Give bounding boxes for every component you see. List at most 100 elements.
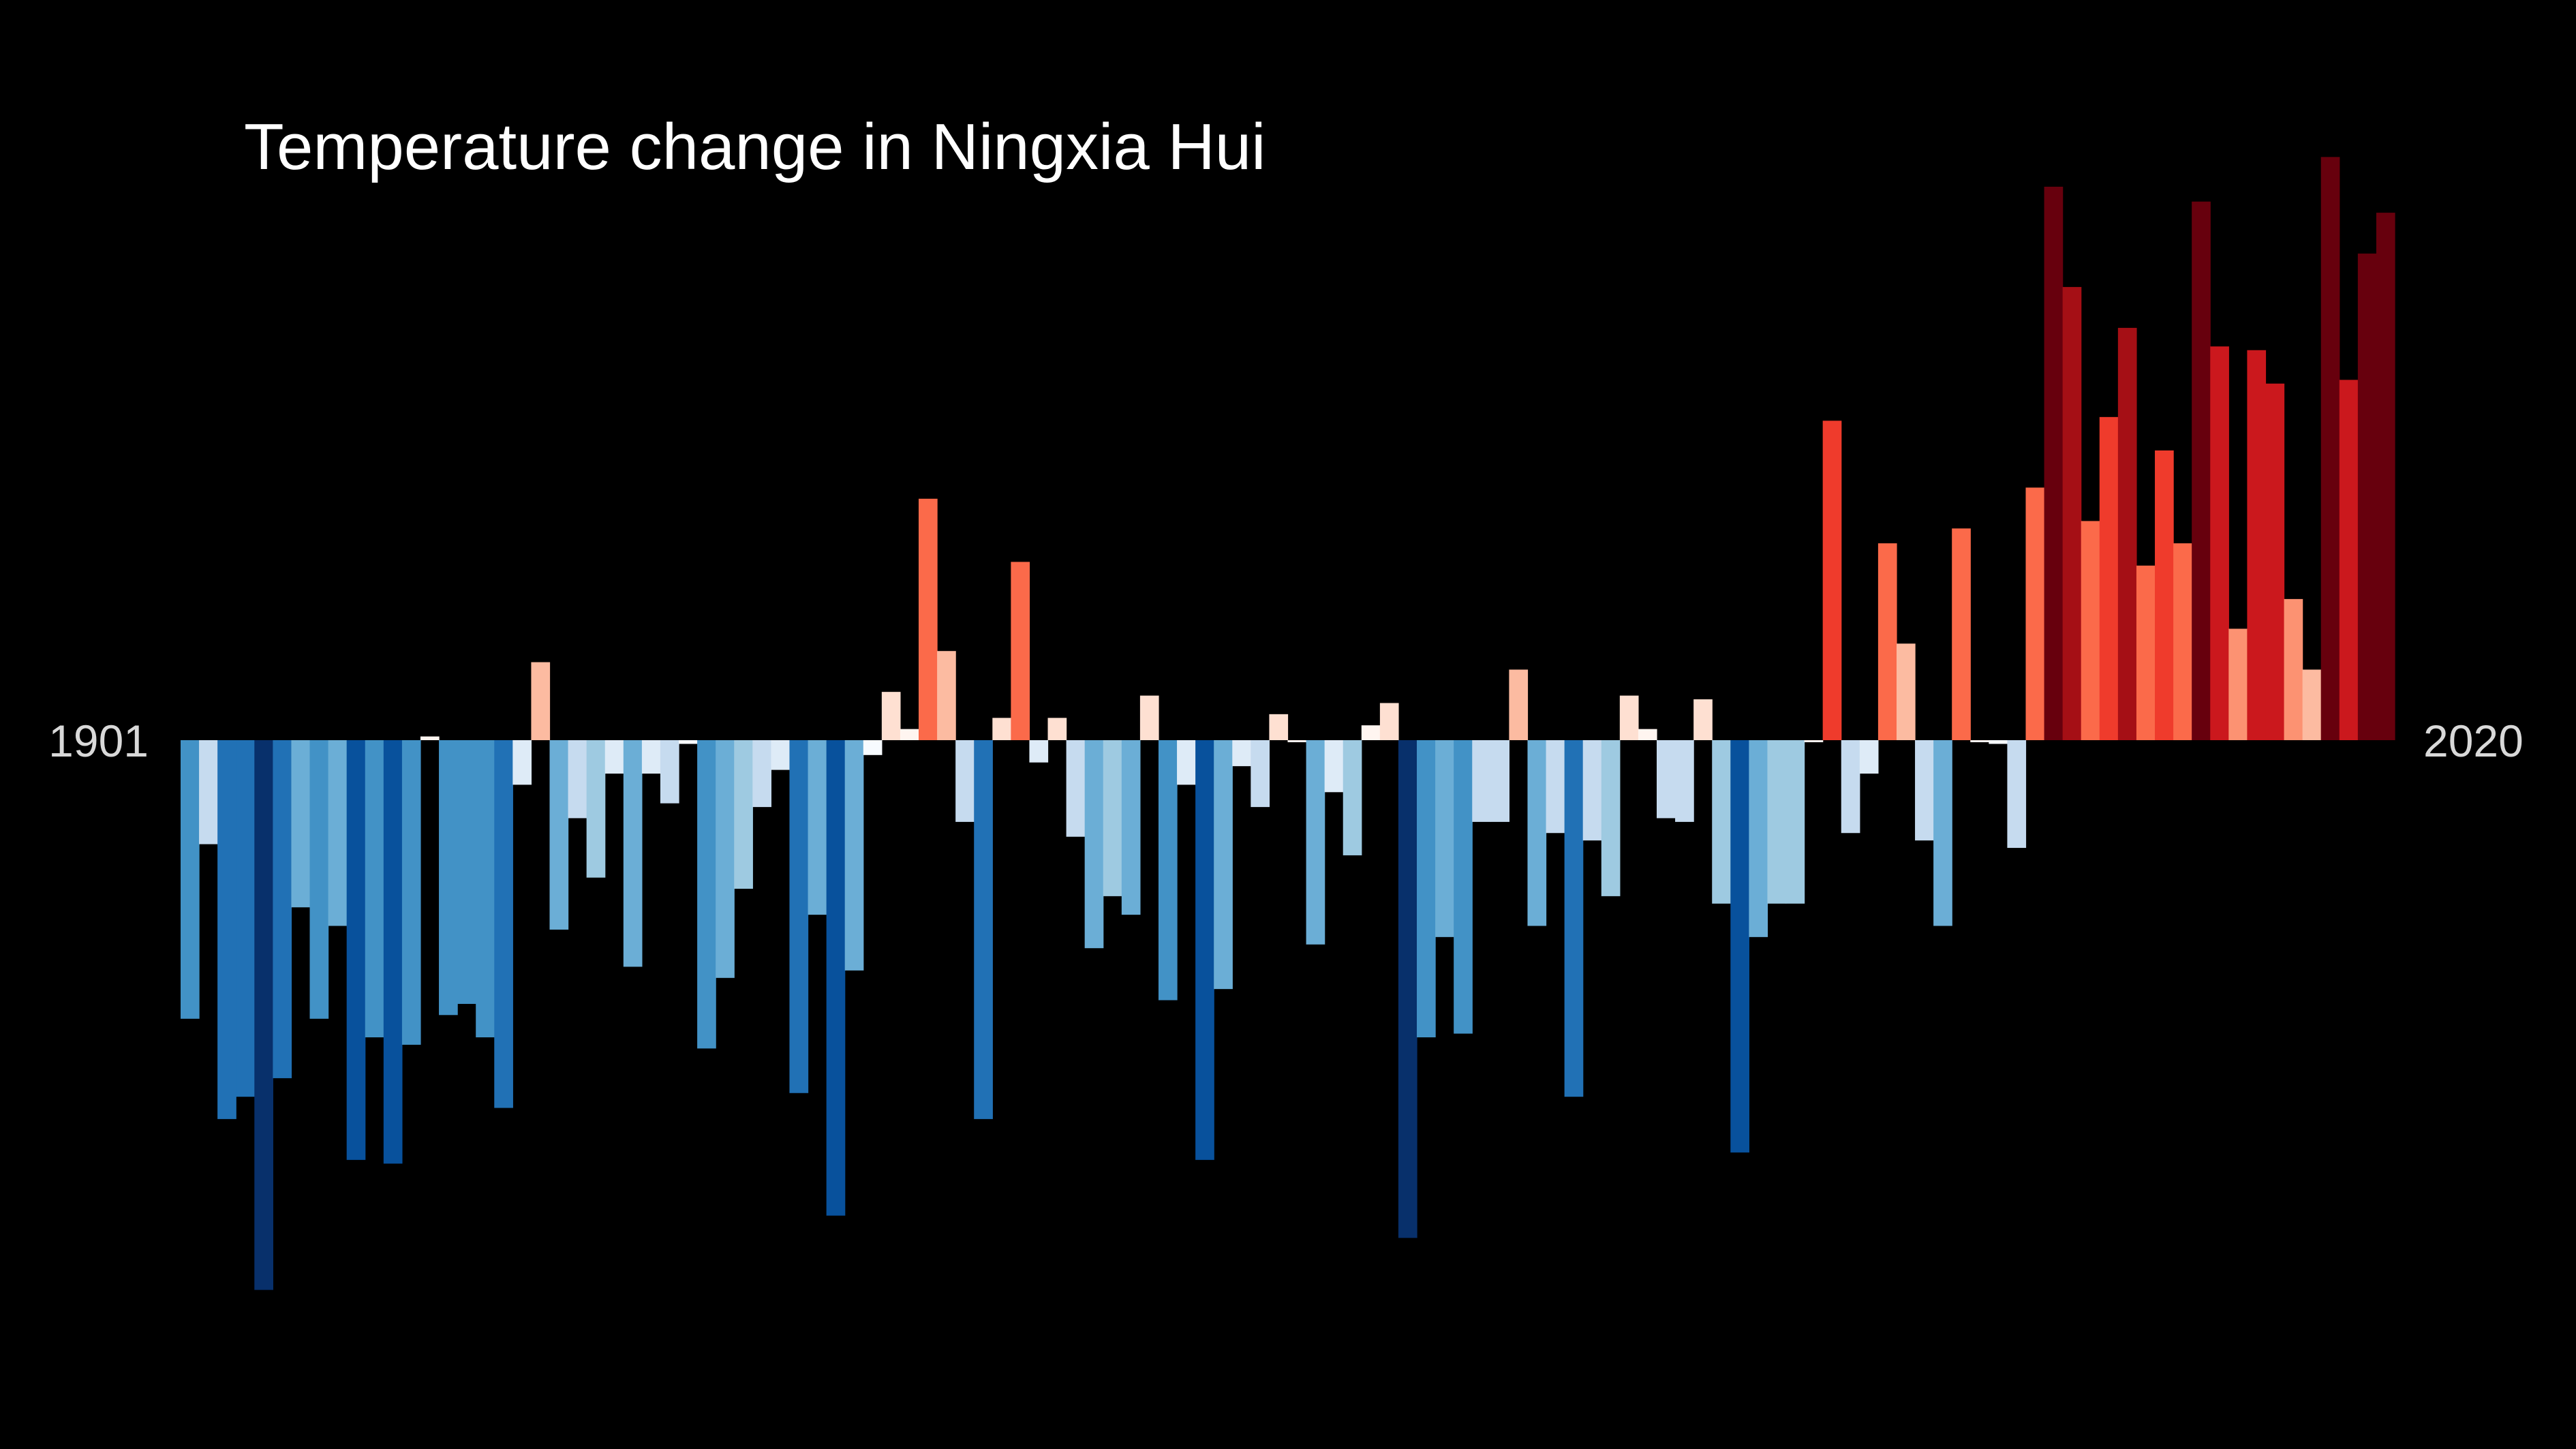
bar-1918: [494, 740, 513, 1108]
bar-1927: [660, 740, 679, 804]
bar-1944: [974, 740, 993, 1119]
bar-1958: [1232, 740, 1251, 767]
bar-1926: [641, 740, 661, 774]
bar-1938: [863, 740, 883, 755]
bar-1948: [1047, 718, 1067, 740]
bar-1981: [1657, 740, 1676, 819]
bar-1987: [1767, 740, 1787, 904]
bar-1911: [365, 740, 384, 1037]
bar-1929: [697, 740, 716, 1049]
bar-1986: [1749, 740, 1768, 937]
bar-2017: [2320, 157, 2340, 741]
bar-2010: [2192, 201, 2211, 740]
chart-title: Temperature change in Ningxia Hui: [244, 110, 1266, 183]
bar-1993: [1877, 543, 1897, 740]
bar-2014: [2265, 383, 2285, 740]
bar-2006: [2117, 328, 2137, 740]
bar-1913: [401, 740, 421, 1045]
bar-1932: [752, 740, 771, 808]
bar-1934: [789, 740, 809, 1093]
bar-1931: [734, 740, 753, 889]
bar-1967: [1398, 740, 1417, 1238]
bar-1954: [1158, 740, 1178, 1001]
bar-1903: [217, 740, 236, 1119]
bar-2002: [2044, 186, 2064, 740]
bar-1902: [199, 740, 218, 844]
bar-1937: [844, 740, 864, 971]
bar-1905: [254, 740, 273, 1290]
bar-2008: [2155, 450, 2174, 740]
bar-1922: [568, 740, 587, 819]
bar-2019: [2357, 254, 2377, 740]
bar-2020: [2376, 213, 2395, 741]
bar-1957: [1214, 740, 1233, 990]
bar-1951: [1103, 740, 1122, 896]
bar-1988: [1785, 740, 1805, 904]
bar-1943: [955, 740, 975, 822]
bar-1930: [716, 740, 735, 978]
bar-1990: [1822, 421, 1842, 740]
bar-1910: [346, 740, 366, 1160]
bar-1976: [1564, 740, 1584, 1097]
bar-1940: [900, 729, 919, 740]
bar-1939: [881, 692, 901, 740]
bar-2009: [2173, 543, 2192, 740]
bar-2000: [2007, 740, 2027, 849]
end-year-label: 2020: [2423, 716, 2524, 766]
bar-2007: [2136, 565, 2156, 740]
bar-1946: [1011, 562, 1030, 740]
bar-1923: [586, 740, 606, 878]
bar-1935: [808, 740, 827, 915]
bar-1973: [1509, 669, 1529, 740]
bar-1901: [181, 740, 200, 1019]
bar-1982: [1675, 740, 1694, 822]
bar-1909: [328, 740, 348, 926]
bar-1907: [291, 740, 311, 908]
bar-1992: [1859, 740, 1879, 774]
bar-1904: [236, 740, 255, 1097]
bar-1953: [1139, 695, 1159, 740]
bar-1962: [1306, 740, 1325, 945]
bar-1908: [309, 740, 329, 1019]
bar-1928: [679, 740, 698, 744]
bar-1941: [919, 498, 938, 740]
bar-1921: [549, 740, 569, 930]
bar-1966: [1379, 703, 1399, 740]
bar-1959: [1251, 740, 1270, 808]
bar-1915: [439, 740, 458, 1016]
bar-1970: [1454, 740, 1473, 1034]
bar-1925: [623, 740, 643, 967]
bar-1971: [1472, 740, 1491, 822]
bar-1949: [1066, 740, 1086, 837]
bar-1978: [1601, 740, 1621, 896]
bar-1917: [476, 740, 495, 1037]
bar-2003: [2062, 287, 2082, 741]
bar-1955: [1177, 740, 1196, 785]
bar-1964: [1343, 740, 1362, 855]
bar-1919: [512, 740, 532, 785]
bar-1945: [992, 718, 1011, 740]
bar-1933: [771, 740, 791, 770]
bar-2015: [2284, 598, 2303, 740]
bar-1965: [1361, 725, 1381, 740]
bar-1996: [1933, 740, 1952, 926]
bar-1977: [1582, 740, 1602, 841]
bar-2012: [2228, 628, 2248, 740]
bar-1947: [1029, 740, 1049, 763]
bar-2016: [2302, 669, 2322, 740]
bar-1912: [383, 740, 403, 1164]
bar-1972: [1490, 740, 1509, 822]
bar-2018: [2339, 380, 2359, 740]
bar-2011: [2210, 346, 2229, 740]
bar-1920: [531, 662, 551, 740]
bar-2004: [2081, 521, 2100, 740]
bar-1968: [1417, 740, 1436, 1037]
bar-1936: [826, 740, 846, 1216]
bar-1984: [1712, 740, 1731, 904]
bar-1985: [1730, 740, 1749, 1153]
bar-1979: [1619, 695, 1639, 740]
bar-1963: [1324, 740, 1344, 793]
bar-1998: [1970, 740, 1989, 742]
bar-1999: [1989, 740, 2008, 744]
